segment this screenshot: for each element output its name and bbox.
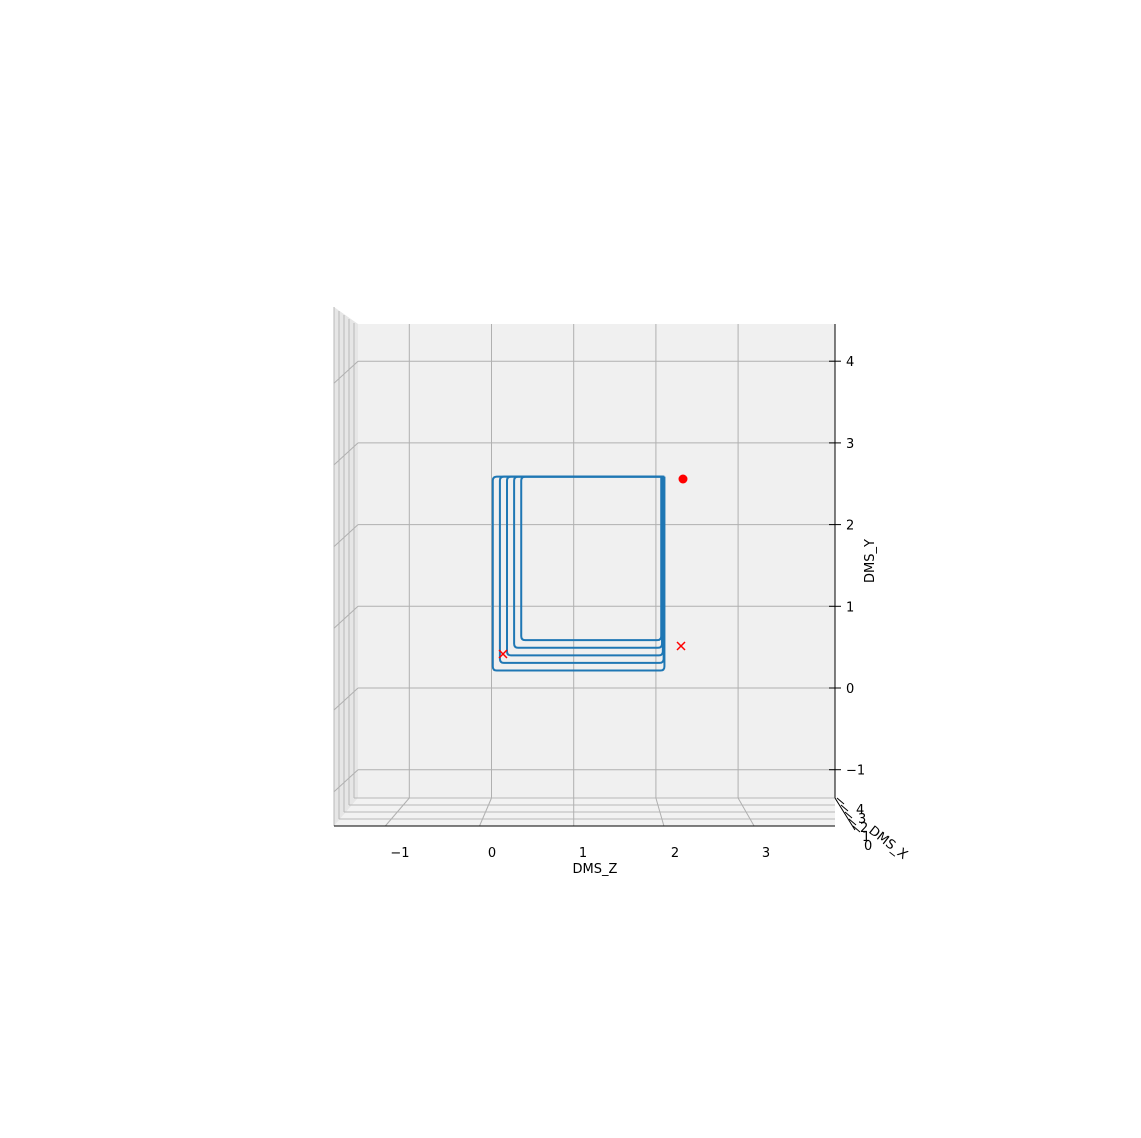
x-tick-label: 0 (488, 846, 496, 861)
x-tick-label: 1 (579, 846, 587, 861)
z-axis-line (834, 797, 856, 831)
chart-axes (334, 324, 861, 833)
grid-line-floor (384, 797, 410, 827)
grid-line-floor (737, 797, 755, 827)
z-tick-mark (840, 804, 849, 812)
x-marker (498, 649, 508, 659)
x-tick-label: 3 (762, 846, 770, 861)
x-axis-label: DMS_Z (573, 862, 618, 877)
x-marker-stroke (676, 641, 686, 651)
y-tick-label: −1 (846, 764, 865, 779)
z-tick-label: 1 (862, 830, 870, 845)
chart-panes (333, 307, 835, 827)
z-tick-label: 2 (860, 821, 868, 836)
back-pane (358, 324, 835, 798)
start-point-marker (678, 474, 688, 484)
chart-markers (498, 474, 688, 659)
z-tick-mark (836, 797, 845, 805)
y-tick-label: 0 (846, 682, 854, 697)
y-axis-label: DMS_Y (863, 539, 878, 583)
y-tick-label: 4 (846, 355, 854, 370)
chart-grid (333, 324, 835, 827)
z-tick-label: 0 (864, 839, 872, 854)
grid-line-side (333, 687, 359, 711)
grid-line-side (333, 605, 359, 629)
x-marker-stroke (498, 649, 508, 659)
z-tick-mark (852, 825, 861, 833)
series-loop-line (491, 475, 666, 672)
z-tick-label: 4 (856, 803, 864, 818)
grid-line-floor (479, 797, 492, 827)
x-tick-label: 2 (671, 846, 679, 861)
grid-line-side (333, 769, 359, 793)
grid-line-side (333, 442, 359, 466)
x-tick-label: −1 (390, 846, 409, 861)
x-marker (676, 641, 686, 651)
y-tick-label: 3 (846, 437, 854, 452)
grid-line-side (333, 360, 359, 384)
y-tick-label: 2 (846, 519, 854, 534)
z-tick-mark (848, 818, 857, 826)
y-tick-label: 1 (846, 600, 854, 615)
grid-line-floor (655, 797, 665, 827)
chart-series (491, 475, 666, 672)
left-pane (334, 307, 358, 826)
grid-line-side (333, 524, 359, 547)
z-tick-mark (844, 811, 853, 819)
z-tick-label: 3 (858, 812, 866, 827)
